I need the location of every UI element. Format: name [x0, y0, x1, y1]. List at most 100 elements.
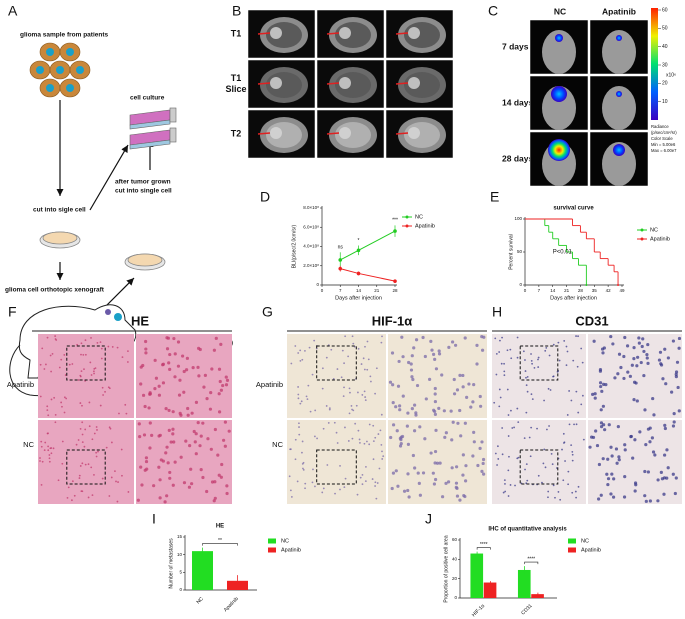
nucleus: [54, 338, 57, 340]
nucleus: [222, 438, 226, 442]
nucleus: [547, 496, 549, 499]
mri-tumor: [339, 77, 351, 89]
legend-label: Apatinib: [281, 547, 301, 553]
nucleus: [300, 400, 303, 403]
nucleus: [609, 492, 613, 496]
nucleus: [575, 423, 578, 426]
nucleus: [376, 482, 379, 484]
nucleus: [197, 374, 201, 378]
y-tick-label: 6.0×10⁸: [303, 224, 319, 229]
nucleus: [412, 346, 416, 350]
x-tick-label: 7: [538, 288, 541, 293]
nucleus: [503, 374, 506, 377]
nucleus: [167, 361, 171, 365]
nucleus: [677, 346, 681, 350]
nucleus: [311, 373, 314, 376]
nucleus: [571, 450, 574, 453]
nucleus: [212, 499, 216, 503]
y-tick-label: 8.0×10⁸: [303, 205, 319, 210]
nucleus: [577, 335, 579, 338]
nucleus: [153, 358, 157, 362]
nucleus: [498, 405, 501, 408]
nucleus: [594, 429, 598, 433]
nucleus: [201, 421, 205, 425]
nucleus: [302, 467, 304, 470]
nucleus: [574, 490, 577, 493]
nucleus: [182, 390, 186, 394]
nucleus: [467, 382, 471, 386]
nucleus: [566, 350, 569, 353]
nucleus: [507, 435, 510, 437]
nucleus: [181, 354, 185, 358]
nucleus: [544, 466, 547, 469]
mri-tumor: [270, 77, 282, 89]
nucleus: [568, 423, 571, 426]
nucleus: [88, 401, 91, 404]
nucleus: [406, 411, 410, 415]
nucleus: [567, 470, 570, 473]
x-tick-label: 28: [392, 288, 398, 293]
nucleus: [497, 458, 500, 460]
nucleus: [100, 347, 103, 350]
point: [356, 248, 361, 253]
nucleus: [548, 354, 551, 357]
color-bar-label: 30: [662, 62, 668, 68]
nucleus: [71, 363, 74, 365]
nucleus: [82, 353, 85, 356]
nucleus: [321, 491, 324, 494]
legend-marker: [405, 224, 409, 228]
nucleus: [409, 362, 413, 366]
nucleus: [601, 457, 605, 461]
nucleus: [571, 491, 574, 494]
nucleus: [343, 362, 345, 365]
nucleus: [475, 343, 479, 347]
nucleus: [96, 429, 98, 431]
nucleus: [148, 391, 152, 395]
significance: ****: [480, 542, 488, 548]
nucleus: [421, 335, 425, 340]
color-bar-caption: Radiance: [651, 124, 669, 129]
nucleus: [77, 439, 80, 441]
nucleus: [600, 389, 604, 393]
nucleus: [463, 336, 467, 340]
signal: [613, 144, 625, 156]
mri-arrow: [257, 82, 271, 85]
nucleus: [39, 457, 41, 459]
nucleus: [450, 438, 454, 442]
nucleus: [394, 405, 398, 409]
legend-label: NC: [650, 227, 658, 233]
nucleus: [657, 358, 662, 362]
nucleus: [120, 448, 123, 451]
nucleus: [173, 460, 177, 464]
nucleus: [43, 368, 46, 370]
nucleus: [641, 337, 645, 341]
significance: ***: [392, 218, 398, 224]
nucleus: [423, 354, 427, 359]
nucleus: [658, 350, 663, 354]
nucleus: [374, 481, 377, 484]
mri-row-label: T2: [231, 128, 242, 138]
legend-swatch: [568, 547, 576, 553]
nucleus: [80, 342, 83, 345]
nucleus: [368, 443, 371, 446]
nucleus: [561, 448, 563, 451]
nucleus: [308, 346, 311, 349]
nucleus: [423, 437, 427, 441]
nucleus: [676, 385, 680, 390]
y-axis-label: Number of metastases: [168, 538, 174, 589]
signal: [616, 91, 622, 97]
nucleus: [316, 437, 318, 440]
nucleus: [164, 407, 168, 411]
mri-arrow: [257, 32, 271, 35]
nucleus: [672, 420, 676, 424]
nucleus: [503, 370, 506, 373]
nucleus: [372, 458, 375, 461]
nucleus: [434, 428, 438, 432]
nucleus: [81, 462, 84, 465]
panel-label: C: [488, 3, 498, 19]
nucleus: [158, 433, 162, 437]
nucleus: [40, 440, 43, 443]
nucleus: [401, 355, 405, 359]
legend-swatch: [268, 538, 276, 544]
nucleus: [617, 455, 621, 459]
